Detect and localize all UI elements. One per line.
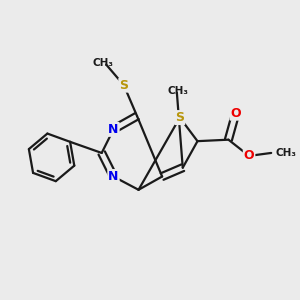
- Text: CH₃: CH₃: [276, 148, 297, 158]
- Text: O: O: [244, 149, 254, 162]
- Text: N: N: [108, 123, 119, 136]
- Text: CH₃: CH₃: [168, 86, 189, 96]
- Text: S: S: [175, 111, 184, 124]
- Text: CH₃: CH₃: [93, 58, 114, 68]
- Text: N: N: [108, 170, 119, 183]
- Text: O: O: [230, 107, 241, 120]
- Text: S: S: [119, 79, 128, 92]
